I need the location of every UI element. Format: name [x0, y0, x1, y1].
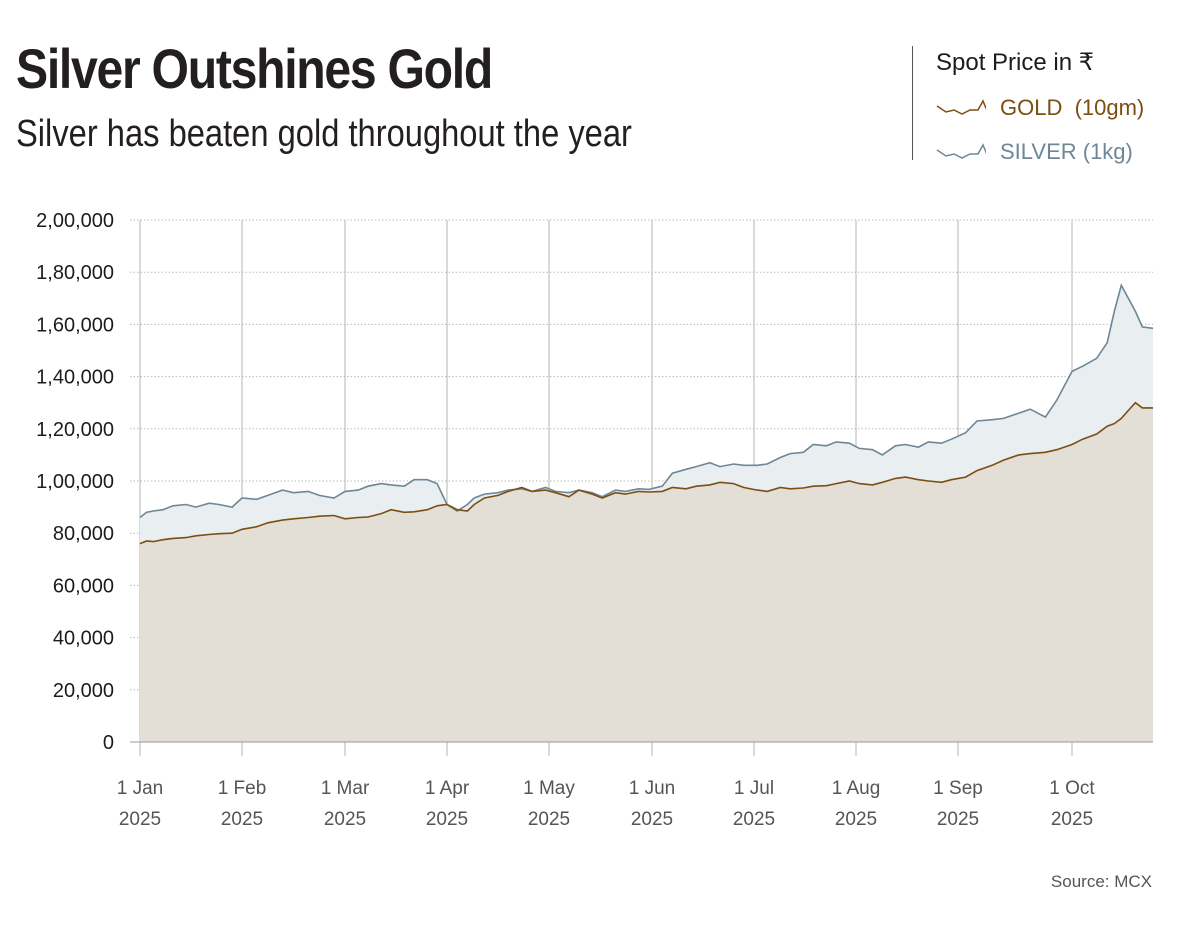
- x-tick-label-year: 2025: [937, 809, 979, 830]
- silver-sparkline-icon: [936, 143, 986, 159]
- y-tick-label: 20,000: [53, 680, 114, 702]
- x-tick-label-month: 1 Oct: [1049, 778, 1095, 799]
- y-tick-label: 1,40,000: [36, 367, 114, 389]
- legend-label-gold: GOLD (10gm): [1000, 95, 1145, 120]
- x-tick-label-month: 1 Mar: [321, 778, 370, 799]
- x-tick-label-year: 2025: [119, 809, 161, 830]
- price-chart: 0 20,000 40,000 60,000 80,000 1,00,000 1,20,00…: [36, 210, 1154, 830]
- x-tick-label-month: 1 Jun: [629, 778, 675, 799]
- y-tick-label: 60,000: [53, 575, 114, 597]
- legend-title: Spot Price in ₹: [936, 49, 1095, 76]
- y-tick-label: 2,00,000: [36, 210, 114, 232]
- x-tick-label-year: 2025: [733, 809, 775, 830]
- legend-item-silver: SILVER (1kg): [936, 139, 1133, 165]
- legend-label-silver: SILVER (1kg): [1000, 139, 1133, 164]
- source-note: Source: MCX: [1050, 872, 1152, 891]
- axis-layer: 0 20,000 40,000 60,000 80,000 1,00,000 1,20,00…: [36, 210, 1153, 830]
- x-tick-label-year: 2025: [324, 809, 366, 830]
- y-tick-label: 80,000: [53, 523, 114, 545]
- legend-item-gold: GOLD (10gm): [936, 95, 1144, 121]
- x-tick-label-month: 1 Feb: [218, 778, 267, 799]
- y-tick-label: 1,60,000: [36, 314, 114, 336]
- x-tick-label-month: 1 Sep: [933, 778, 983, 799]
- x-tick-label-month: 1 May: [523, 778, 575, 799]
- y-tick-label: 40,000: [53, 628, 114, 650]
- y-tick-label: 1,00,000: [36, 471, 114, 493]
- x-tick-label-year: 2025: [426, 809, 468, 830]
- x-tick-label-month: 1 Apr: [425, 778, 470, 799]
- x-tick-label-year: 2025: [221, 809, 263, 830]
- x-tick-label-month: 1 Jul: [734, 778, 774, 799]
- gold-line: [139, 401, 1153, 545]
- gold-sparkline-icon: [936, 99, 986, 115]
- y-tick-label: 1,20,000: [36, 419, 114, 441]
- x-tick-label-year: 2025: [835, 809, 877, 830]
- x-tick-label-month: 1 Aug: [832, 778, 881, 799]
- x-tick-label-year: 2025: [528, 809, 570, 830]
- chart-title: Silver Outshines Gold: [16, 37, 493, 100]
- y-tick-label: 1,80,000: [36, 262, 114, 284]
- y-tick-label: 0: [103, 732, 114, 754]
- chart-subtitle: Silver has beaten gold throughout the ye…: [16, 113, 632, 155]
- x-tick-label-year: 2025: [1051, 809, 1093, 830]
- silver-line: [139, 283, 1154, 519]
- x-tick-label-month: 1 Jan: [117, 778, 163, 799]
- legend-divider: [912, 46, 913, 160]
- x-tick-label-year: 2025: [631, 809, 673, 830]
- gold-area: [140, 402, 1153, 742]
